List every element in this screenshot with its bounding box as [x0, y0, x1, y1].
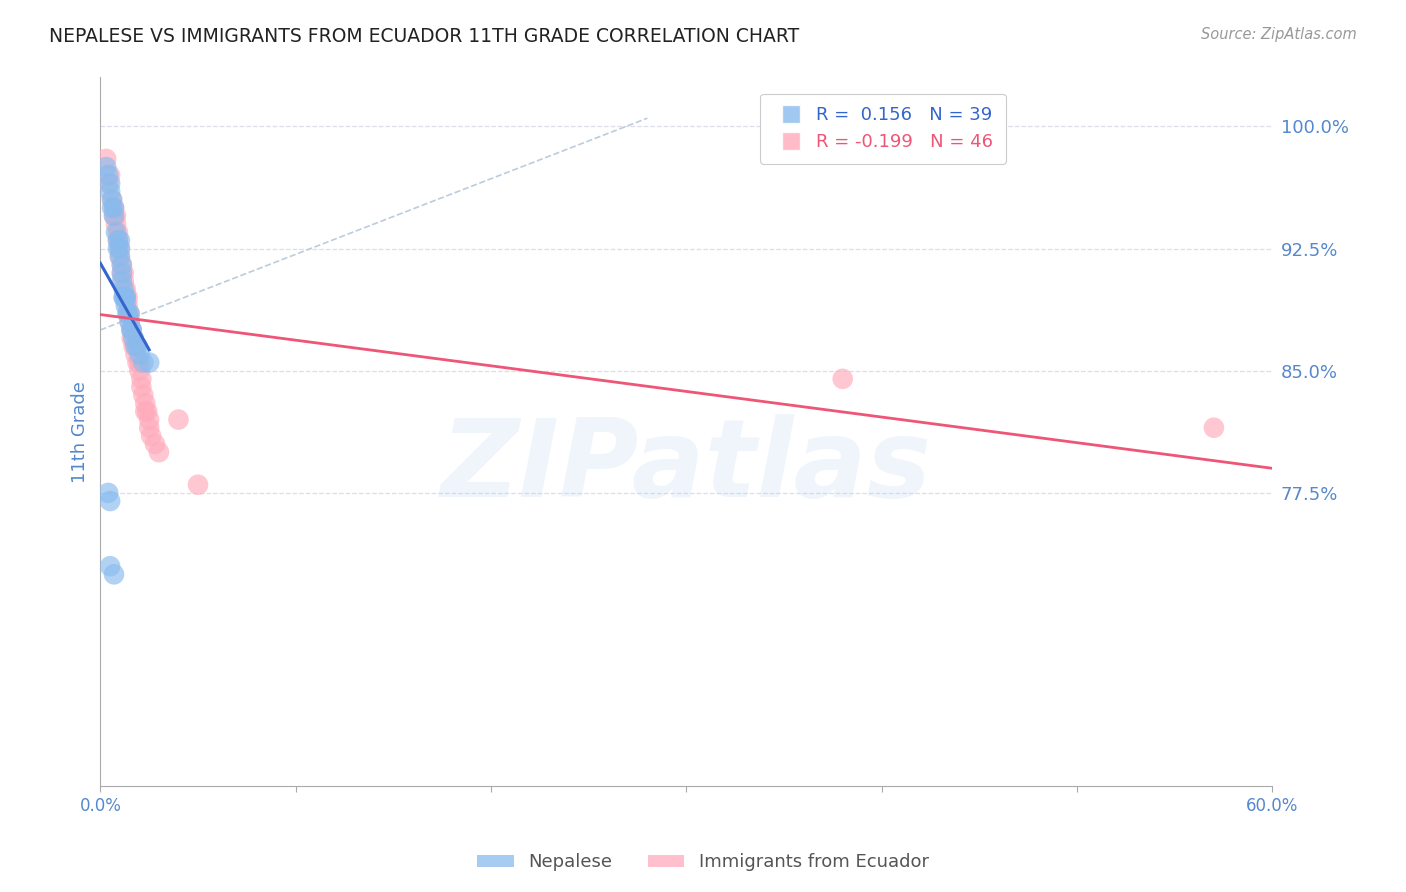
Point [118, 315, 141, 329]
Point [1202, 421, 1225, 435]
Point [831, 372, 853, 386]
Point [98, 559, 121, 574]
Point [108, 233, 131, 247]
Point [167, 412, 190, 426]
Point [97, 168, 120, 182]
Point [107, 242, 129, 256]
Point [108, 250, 131, 264]
Point [124, 339, 146, 353]
Point [121, 331, 143, 345]
Point [114, 290, 136, 304]
Point [117, 307, 139, 321]
Point [117, 299, 139, 313]
Point [117, 307, 139, 321]
Point [101, 201, 124, 215]
Point [103, 201, 125, 215]
Point [98, 494, 121, 508]
Point [118, 315, 141, 329]
Point [138, 421, 160, 435]
Point [108, 250, 131, 264]
Point [111, 266, 134, 280]
Point [111, 274, 134, 288]
Point [187, 477, 209, 491]
Point [122, 339, 145, 353]
Point [104, 217, 127, 231]
Point [132, 388, 155, 402]
Point [143, 437, 166, 451]
Point [111, 258, 134, 272]
Point [112, 290, 135, 304]
Point [96, 152, 118, 166]
Point [127, 339, 149, 353]
Point [138, 412, 160, 426]
Point [114, 299, 136, 313]
Point [121, 323, 143, 337]
Point [107, 225, 129, 239]
Point [112, 290, 135, 304]
Point [108, 242, 131, 256]
Point [122, 331, 145, 345]
Point [118, 307, 141, 321]
Point [103, 201, 125, 215]
Legend: Nepalese, Immigrants from Ecuador: Nepalese, Immigrants from Ecuador [470, 847, 936, 879]
Point [97, 486, 120, 500]
Point [112, 282, 135, 296]
Point [134, 396, 156, 410]
Text: ZIPatlas: ZIPatlas [441, 414, 932, 520]
Point [112, 274, 135, 288]
Point [103, 209, 125, 223]
Point [101, 193, 124, 207]
Point [127, 355, 149, 369]
Point [121, 323, 143, 337]
Point [134, 404, 156, 418]
Point [112, 266, 135, 280]
Point [139, 429, 162, 443]
Point [124, 339, 146, 353]
Point [108, 242, 131, 256]
Point [104, 225, 127, 239]
Point [122, 331, 145, 345]
Point [103, 209, 125, 223]
Y-axis label: 11th Grade: 11th Grade [72, 381, 89, 483]
Point [98, 185, 121, 199]
Point [98, 177, 121, 191]
Point [101, 193, 124, 207]
Text: NEPALESE VS IMMIGRANTS FROM ECUADOR 11TH GRADE CORRELATION CHART: NEPALESE VS IMMIGRANTS FROM ECUADOR 11TH… [49, 27, 800, 45]
Point [96, 160, 118, 174]
Point [118, 307, 141, 321]
Point [117, 290, 139, 304]
Point [131, 380, 153, 394]
Point [136, 404, 159, 418]
Point [103, 567, 125, 582]
Point [128, 364, 150, 378]
Point [128, 355, 150, 369]
Legend: R =  0.156   N = 39, R = -0.199   N = 46: R = 0.156 N = 39, R = -0.199 N = 46 [761, 94, 1005, 164]
Point [111, 266, 134, 280]
Point [138, 355, 160, 369]
Point [107, 233, 129, 247]
Point [121, 323, 143, 337]
Point [114, 290, 136, 304]
Point [114, 290, 136, 304]
Point [111, 258, 134, 272]
Point [114, 282, 136, 296]
Point [107, 233, 129, 247]
Text: Source: ZipAtlas.com: Source: ZipAtlas.com [1201, 27, 1357, 42]
Point [98, 168, 121, 182]
Point [128, 347, 150, 361]
Point [97, 177, 120, 191]
Point [132, 355, 155, 369]
Point [104, 209, 127, 223]
Point [131, 372, 153, 386]
Point [124, 347, 146, 361]
Point [148, 445, 170, 459]
